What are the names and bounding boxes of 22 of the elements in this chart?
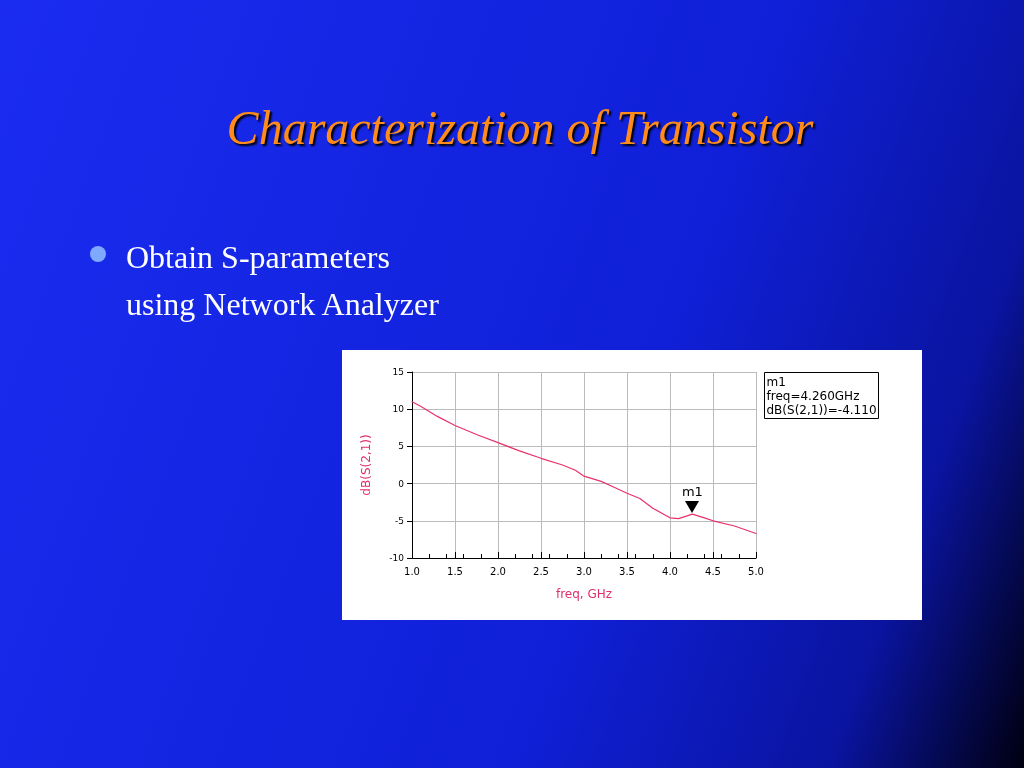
x-tick-label: 4.0 (662, 565, 678, 577)
text: Obtain S-parameters using Network Analyzer (126, 238, 440, 324)
x-tick-label: 1.0 (404, 565, 420, 577)
chart-title: Characterization of Transistor (225, 100, 815, 155)
x-tick-label: 5.0 (748, 565, 764, 577)
line-series (411, 401, 757, 535)
x-tick-label: 1.5 (447, 565, 463, 577)
y-tick-label: -5 (395, 515, 404, 526)
x-tick-label: 3.0 (576, 565, 592, 577)
y-tick-label: 15 (392, 367, 404, 377)
y-tick-label: 5 (398, 441, 404, 452)
x-tick-label: 3.5 (619, 565, 635, 577)
x-tick-label: 2.5 (533, 565, 549, 577)
y-tick-label: 10 (392, 404, 405, 415)
y-tick-label: 0 (398, 478, 405, 489)
x-tick-label: 4.5 (705, 565, 721, 577)
y-axis-title: dB(S(2,1)) (359, 434, 373, 496)
y-tick-label: -10 (389, 553, 405, 563)
text: m1 freq=4.260GHz dB(S(2,1))=-4.110 (766, 374, 877, 417)
annotation: m1 (680, 484, 704, 500)
x-tick-label: 2.0 (490, 565, 506, 577)
x-axis-title: freq, GHz (555, 587, 613, 601)
